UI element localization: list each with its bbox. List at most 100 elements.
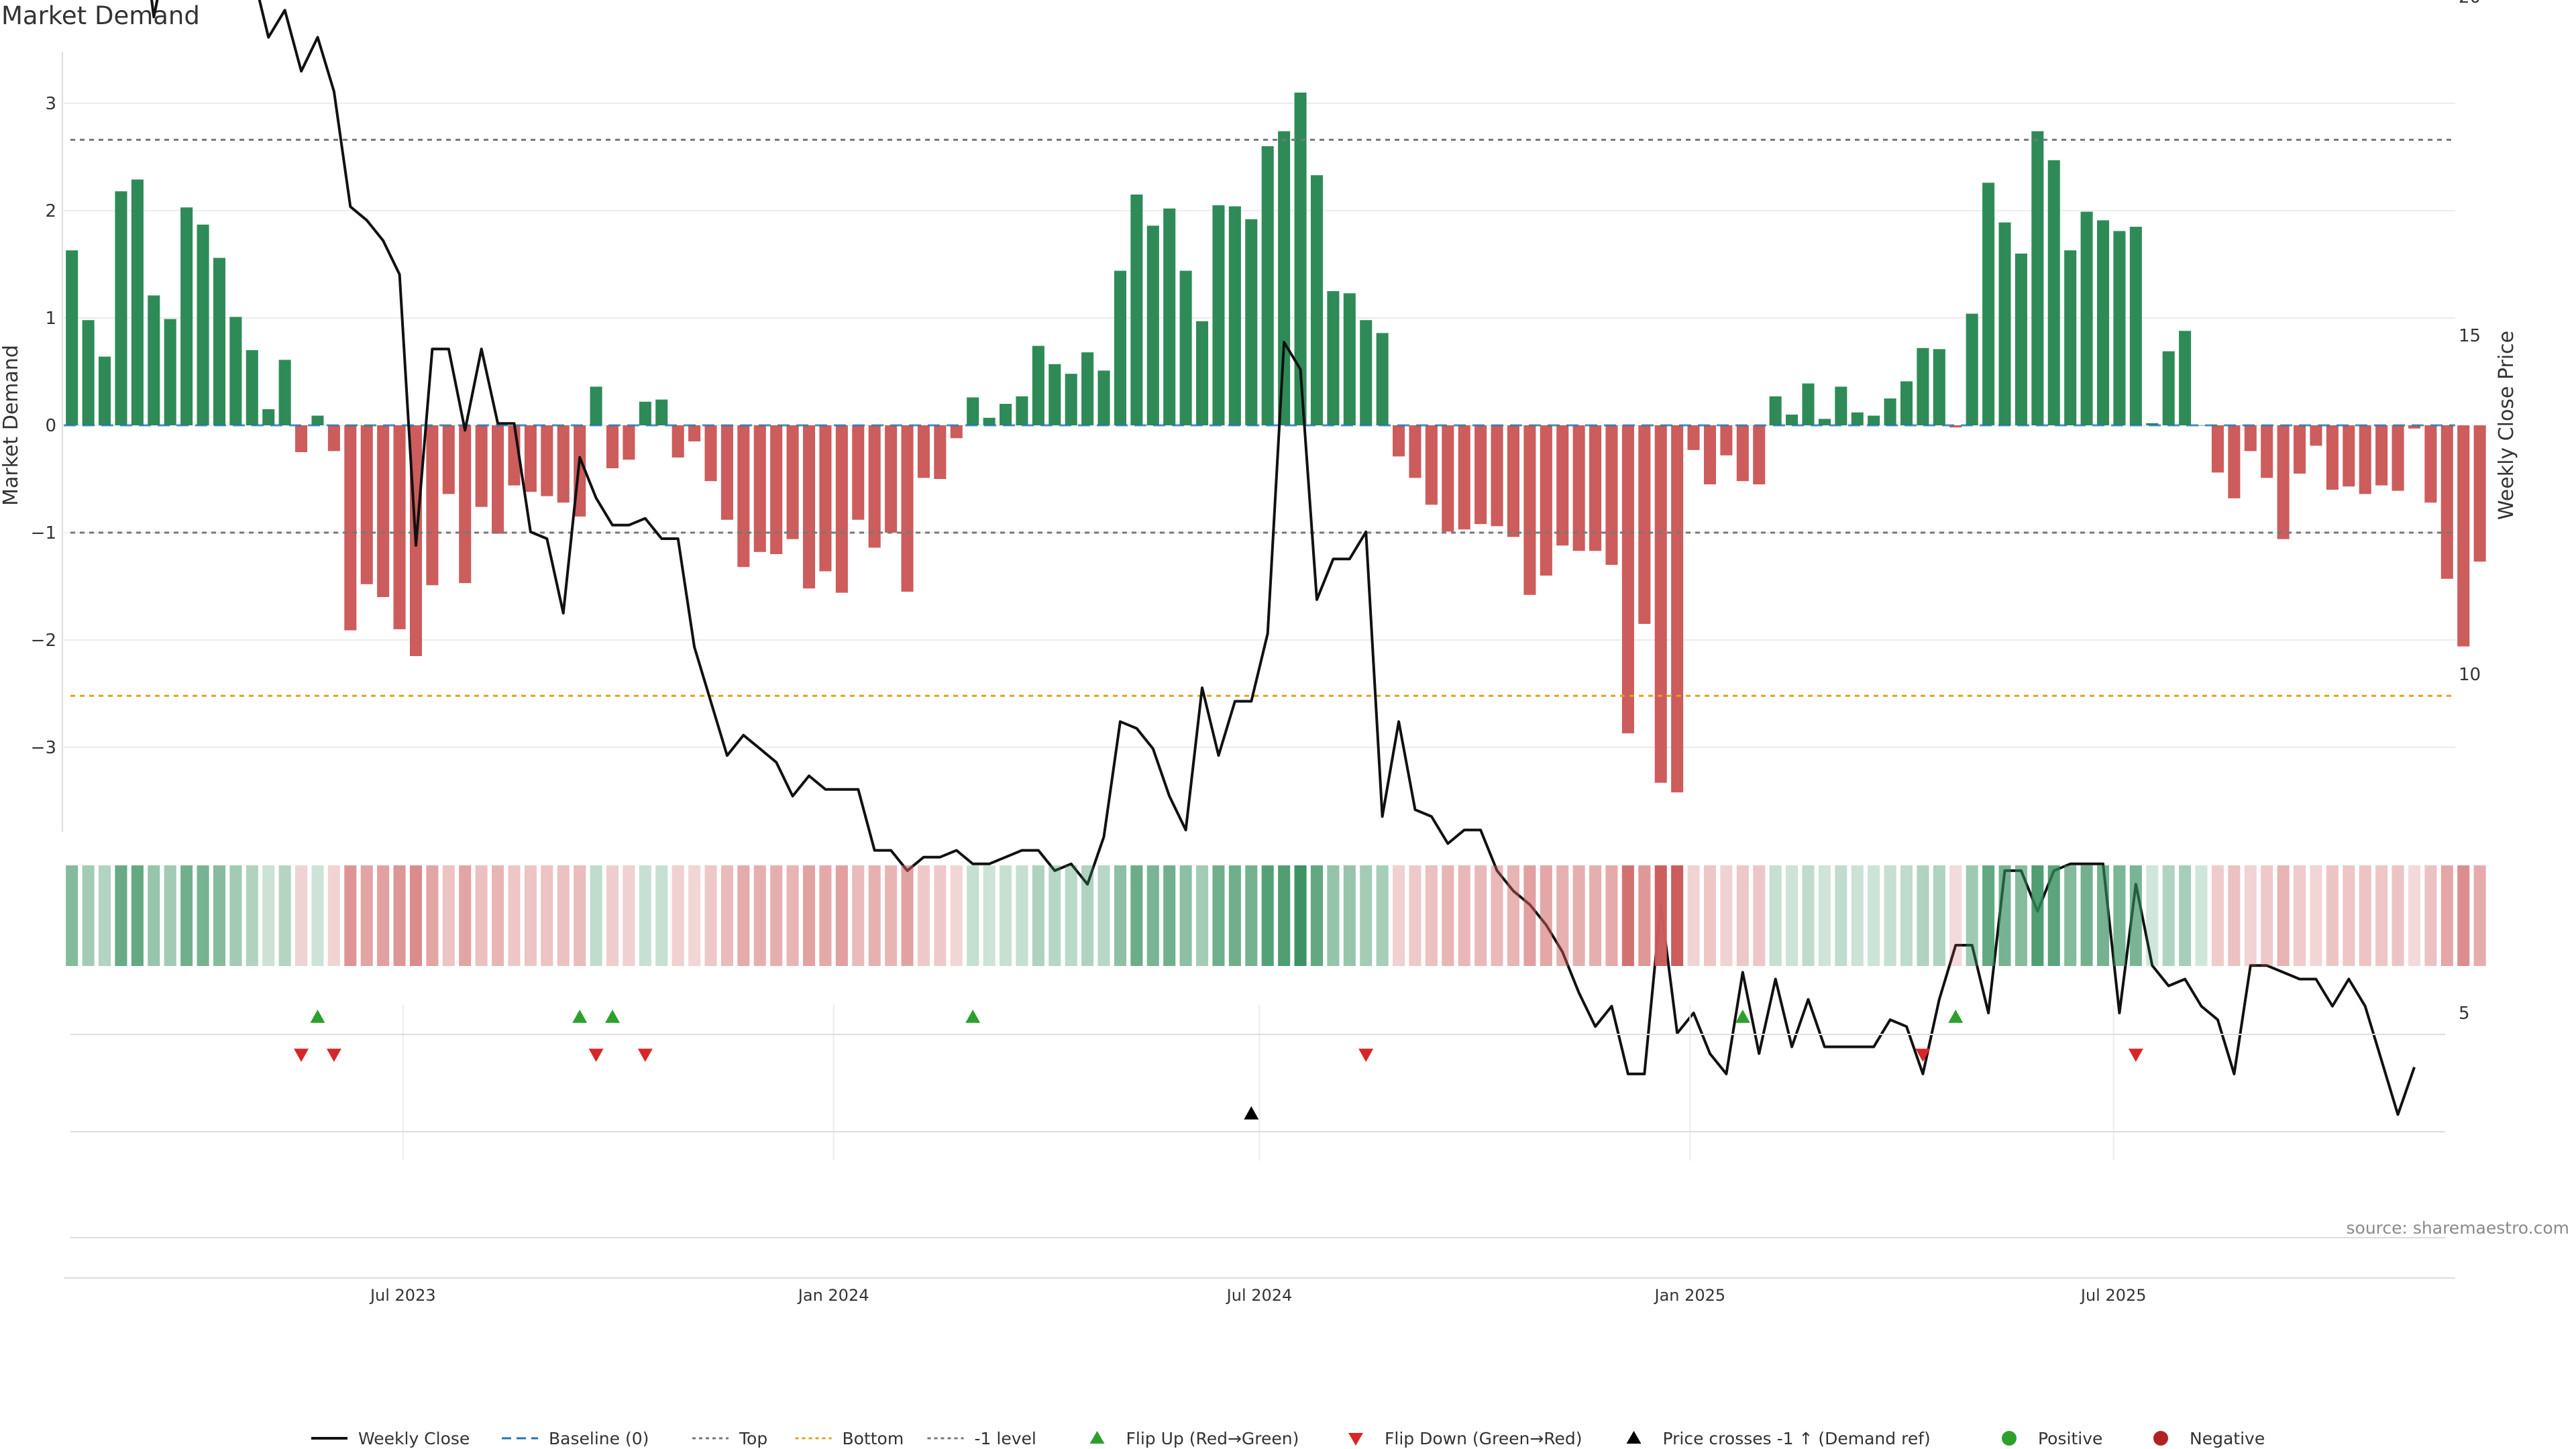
bar-positive (2146, 423, 2159, 425)
y2-tick-label: 20 (2459, 0, 2481, 7)
bar-negative (901, 425, 914, 592)
heat-cell-negative (1572, 865, 1585, 966)
bar-negative (1540, 425, 1552, 576)
heat-cell-negative (753, 865, 766, 966)
heat-cell-negative (1687, 865, 1700, 966)
heat-cell-negative (1949, 865, 1962, 966)
heat-cell-negative (737, 865, 750, 966)
legend-label: Bottom (843, 1429, 904, 1448)
heat-cell-negative (835, 865, 848, 966)
bar-negative (2473, 425, 2486, 562)
heat-cell-negative (934, 865, 947, 966)
bar-positive (1146, 225, 1159, 425)
heat-cell-positive (1998, 865, 2011, 966)
bar-positive (1196, 321, 1209, 425)
heat-cell-negative (1753, 865, 1766, 966)
bar-negative (2228, 425, 2241, 498)
bar-negative (672, 425, 684, 458)
bar-negative (2440, 425, 2453, 579)
bar-positive (1868, 415, 1880, 425)
bar-positive (1310, 175, 1323, 425)
bar-positive (999, 404, 1012, 425)
heat-cell-positive (1245, 865, 1258, 966)
legend-label: Positive (2038, 1429, 2102, 1448)
heat-cell-positive (278, 865, 291, 966)
bar-positive (1130, 195, 1143, 425)
bar-positive (2096, 220, 2110, 425)
bar-negative (868, 425, 881, 548)
bar-negative (327, 425, 340, 451)
heat-cell-positive (2162, 865, 2175, 966)
heat-cell-negative (1491, 865, 1503, 966)
heat-cell-positive (590, 865, 602, 966)
heat-cell-negative (672, 865, 684, 966)
bar-negative (1425, 425, 1438, 505)
heat-cell-negative (377, 865, 390, 966)
bar-positive (99, 356, 111, 425)
legend-marker-triangle-down (1348, 1433, 1363, 1446)
heat-cell-negative (2408, 865, 2420, 966)
flip-down-marker (1358, 1049, 1374, 1062)
bar-positive (967, 397, 979, 425)
heat-cell-positive (1097, 865, 1110, 966)
heat-cell-negative (360, 865, 373, 966)
heat-cell-positive (1802, 865, 1815, 966)
heat-cell-negative (557, 865, 570, 966)
bar-negative (1409, 425, 1421, 478)
heat-cell-negative (2392, 865, 2404, 966)
heat-cell-positive (1163, 865, 1176, 966)
heat-cell-negative (574, 865, 586, 966)
bar-negative (1654, 425, 1667, 783)
chart-title: Market Demand (1, 1, 200, 30)
bar-positive (1278, 131, 1291, 425)
heat-cell-positive (1065, 865, 1077, 966)
bar-positive (1900, 381, 1913, 425)
bar-negative (1753, 425, 1766, 484)
bar-negative (2343, 425, 2355, 487)
bar-positive (82, 320, 95, 425)
legend-label: Top (739, 1429, 767, 1448)
heat-cell-positive (1327, 865, 1340, 966)
bar-negative (1605, 425, 1618, 565)
flip-down-marker (2128, 1049, 2143, 1062)
bar-positive (1163, 208, 1176, 425)
heat-cell-positive (1900, 865, 1913, 966)
y-tick-label: 3 (45, 94, 56, 114)
heat-cell-positive (1835, 865, 1847, 966)
bar-negative (770, 425, 783, 554)
bar-negative (2310, 425, 2322, 446)
heat-cell-negative (1621, 865, 1634, 966)
heat-cell-positive (2015, 865, 2027, 966)
heat-cell-negative (1540, 865, 1552, 966)
bar-negative (802, 425, 816, 589)
heat-cell-negative (2343, 865, 2355, 966)
bar-negative (442, 425, 455, 494)
heat-cell-negative (917, 865, 930, 966)
heat-cell-positive (1196, 865, 1209, 966)
heat-cell-positive (131, 865, 144, 966)
bar-positive (1049, 364, 1061, 425)
heat-cell-positive (197, 865, 209, 966)
heat-cell-negative (1507, 865, 1520, 966)
y-tick-label: 2 (45, 201, 56, 221)
heat-cell-negative (327, 865, 340, 966)
legend-label: Weekly Close (358, 1429, 470, 1448)
heat-cell-negative (2326, 865, 2339, 966)
heat-cell-negative (885, 865, 898, 966)
heat-cell-positive (1376, 865, 1389, 966)
bar-negative (753, 425, 766, 552)
heat-cell-negative (852, 865, 865, 966)
bar-positive (1376, 333, 1389, 425)
bar-negative (1393, 425, 1405, 457)
heat-cell-positive (1146, 865, 1159, 966)
legend-label: Flip Up (Red→Green) (1126, 1429, 1299, 1448)
bar-negative (492, 425, 504, 534)
bar-positive (1360, 320, 1373, 425)
bar-negative (557, 425, 570, 503)
heat-cell-negative (442, 865, 455, 966)
bar-negative (377, 425, 390, 597)
bar-positive (2162, 351, 2175, 425)
heat-cell-negative (295, 865, 308, 966)
bar-negative (1687, 425, 1700, 450)
bar-positive (246, 350, 258, 425)
